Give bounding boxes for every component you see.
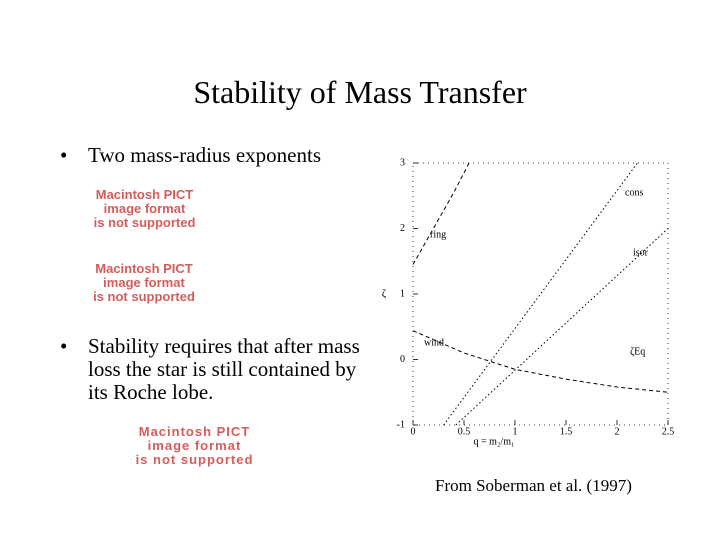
bullet: Stability requires that after mass loss … — [60, 335, 360, 404]
bullet-text: Stability requires that after mass loss … — [88, 334, 360, 404]
caption: From Soberman et al. (1997) — [435, 476, 632, 495]
bullet: Two mass-radius exponents — [60, 143, 380, 168]
y-tick-label: 3 — [400, 157, 405, 168]
y-tick-label: 2 — [400, 223, 405, 234]
line-series — [455, 228, 669, 426]
plot-frame — [412, 162, 669, 426]
x-tick-label: 0 — [411, 426, 416, 437]
series-label: cons — [625, 187, 643, 198]
x-tick-label: 2.5 — [662, 426, 675, 437]
image-placeholder: Macintosh PICT image format is not suppo… — [93, 187, 196, 230]
annotation: ζEq — [630, 346, 645, 357]
line-series — [412, 162, 470, 265]
slide-title: Stability of Mass Transfer — [193, 74, 527, 110]
y-tick-label: -1 — [397, 419, 405, 430]
y-tick-label: 1 — [400, 288, 405, 299]
x-tick-label: 1 — [513, 426, 518, 437]
series-label: wind — [424, 337, 444, 348]
image-placeholder: Macintosh PICT image format is not suppo… — [93, 261, 195, 304]
series-label: ring — [430, 229, 446, 240]
x-tick-label: 0.5 — [458, 426, 471, 437]
series-label: isor — [633, 247, 649, 258]
x-axis-label: q = m₂/m₁ — [474, 436, 515, 447]
image-placeholder: Macintosh PICT image format is not suppo… — [135, 424, 254, 467]
line-series — [412, 330, 669, 393]
x-tick-label: 2 — [615, 426, 620, 437]
y-axis-label: ζ — [382, 288, 386, 299]
y-tick-label: 0 — [400, 354, 405, 365]
x-tick-label: 1.5 — [560, 426, 573, 437]
bullet-text: Two mass-radius exponents — [88, 143, 321, 167]
